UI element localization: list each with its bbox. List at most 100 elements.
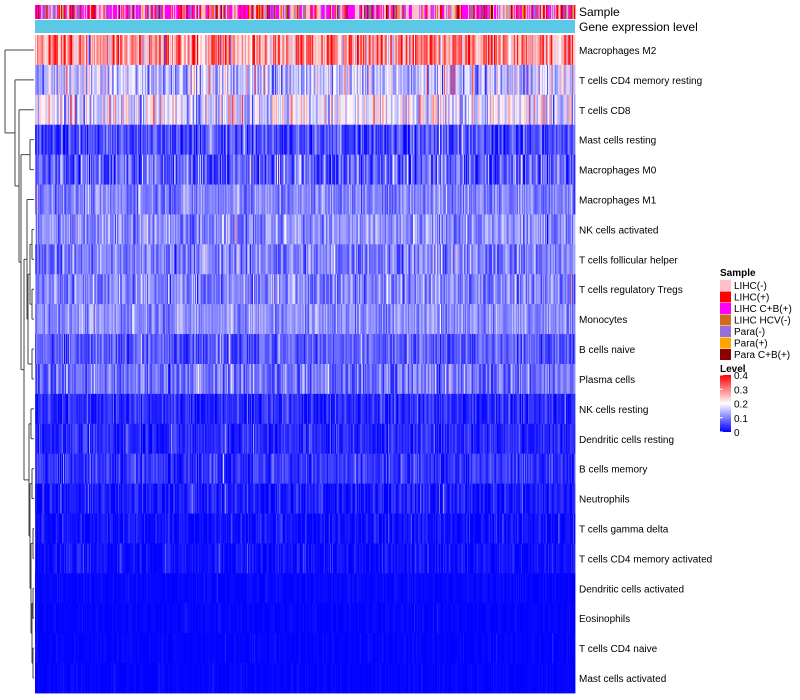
sample-annotation-cell [551,5,553,19]
sample-annotation-cell [460,5,463,19]
heatmap-cell [127,244,129,275]
sample-annotation-cell [532,5,534,19]
heatmap-cell [422,35,424,66]
heatmap-cell [474,244,476,275]
heatmap-cell [485,184,488,215]
heatmap-cell [387,184,389,215]
heatmap-cell [441,244,443,275]
heatmap-cell [187,154,190,185]
heatmap-cell [386,94,388,126]
sample-annotation-cell [68,5,70,19]
heatmap-cell [460,214,463,245]
sample-annotation-cell [319,5,321,19]
heatmap-cell [317,184,319,215]
heatmap-cell [240,124,243,156]
heatmap-cell [450,124,452,156]
heatmap-cell [536,154,539,185]
heatmap-cell [364,154,366,185]
heatmap-cell [463,154,466,185]
heatmap-cell [540,214,543,245]
heatmap-cell [125,184,127,215]
heatmap-cell [399,214,401,245]
heatmap-cell [41,94,43,126]
sample-annotation-cell [373,5,375,19]
heatmap-cell [259,154,261,185]
heatmap-cell [39,64,41,96]
heatmap-cell [368,64,370,96]
heatmap-cell [311,274,313,305]
heatmap-cell [400,184,402,215]
heatmap-cell [343,274,345,305]
heatmap-cell [147,274,149,305]
heatmap-cell [95,154,97,185]
heatmap-cell [303,214,306,245]
heatmap-cell [349,274,352,305]
heatmap-cell [371,214,373,245]
heatmap-cell [463,184,466,215]
heatmap-cell [491,184,494,215]
heatmap-cell [160,214,163,245]
heatmap-cell [255,244,257,275]
heatmap-cell [270,94,273,126]
heatmap-cell [274,184,277,215]
heatmap-cell [77,124,80,156]
heatmap-cell [271,244,274,275]
heatmap-cell [342,94,344,126]
heatmap-cell [485,64,488,96]
sample-annotation-cell [111,5,114,19]
heatmap-cell [176,154,178,185]
heatmap-cell [163,274,166,305]
heatmap-cell [573,64,576,96]
sample-annotation-cell [298,5,301,19]
heatmap-cell [344,214,346,245]
heatmap-cell [46,184,48,215]
heatmap-cell [230,124,232,156]
heatmap-cell [369,154,371,185]
heatmap-cell [120,35,122,66]
heatmap-cell [153,154,155,185]
heatmap-cell [42,94,44,126]
heatmap-cell [78,124,81,156]
heatmap-cell [338,124,340,156]
heatmap-cell [301,124,304,156]
heatmap-cell [298,244,301,275]
heatmap-cell [523,94,525,126]
heatmap-cell [221,214,224,245]
heatmap-cell [140,154,143,185]
heatmap-cell [413,94,415,126]
heatmap-cell [390,64,392,96]
heatmap-cell [484,64,487,96]
heatmap-cell [89,94,91,126]
heatmap-cell [113,94,116,126]
sample-annotation-cell [188,5,191,19]
heatmap-cell [528,154,530,185]
heatmap-cell [455,244,458,275]
heatmap-cell [126,124,128,156]
heatmap-cell [137,35,140,66]
heatmap-cell [220,35,223,66]
heatmap-cell [424,124,426,156]
heatmap-cell [438,244,441,275]
heatmap-cell [536,64,539,96]
heatmap-cell [553,64,555,96]
heatmap-cell [43,35,45,66]
heatmap-cell [344,94,346,126]
heatmap-cell [345,244,347,275]
heatmap-cell [242,64,245,96]
heatmap-cell [334,64,336,96]
heatmap-cell [465,64,468,96]
sample-annotation-cell [518,5,521,19]
heatmap-cell [516,214,519,245]
heatmap-cell [134,214,137,245]
heatmap-cell [505,64,507,96]
sample-annotation-cell [161,5,164,19]
heatmap-cell [459,124,462,156]
heatmap-cell [201,35,203,66]
heatmap-cell [124,35,126,66]
heatmap-cell [37,124,39,156]
heatmap-cell [479,94,481,126]
heatmap-cell [326,154,329,185]
heatmap-cell [336,64,338,96]
heatmap-cell [57,184,60,215]
heatmap-cell [245,64,248,96]
